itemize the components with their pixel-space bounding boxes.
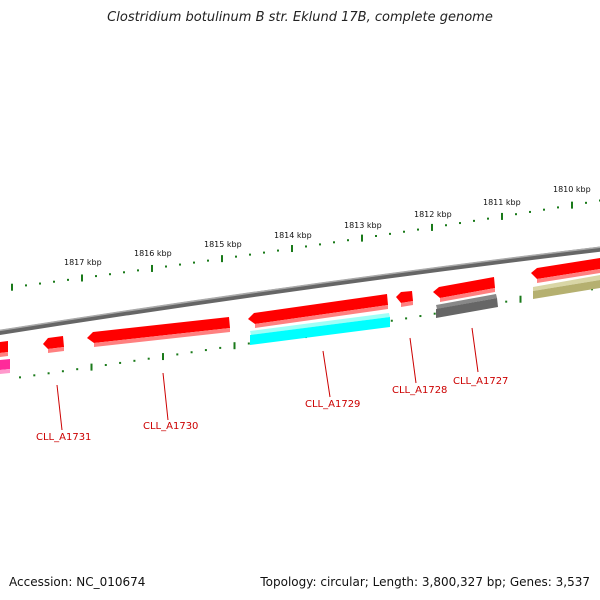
outer-ruler-tick	[123, 271, 125, 274]
outer-ruler-tick	[249, 253, 251, 256]
gene-label-leaders	[56, 327, 479, 431]
topology-text: Topology: circular; Length: 3,800,327 bp…	[260, 575, 590, 589]
gene-label-cll-a1731: CLL_A1731	[36, 432, 91, 443]
gene-cll-a1727[interactable]	[433, 277, 495, 302]
gene-cll-a1730[interactable]	[87, 317, 230, 347]
ruler-label-1811: 1811 kbp	[483, 198, 521, 207]
accession-text: Accession: NC_010674	[9, 575, 146, 589]
outer-ruler-tick	[459, 222, 461, 225]
gene-right-edge-olive[interactable]	[533, 275, 600, 299]
inner-ruler-tick	[61, 370, 64, 373]
gene-left-edge-red[interactable]	[0, 341, 8, 357]
outer-ruler-tick	[375, 234, 377, 237]
outer-ruler-tick	[333, 241, 335, 244]
gene-cll-a1729-cyan[interactable]	[250, 313, 390, 345]
outer-ruler-tick	[319, 243, 321, 246]
outer-ruler-tick	[235, 255, 237, 258]
outer-ruler-tick	[389, 232, 391, 235]
outer-ruler-tick	[543, 208, 545, 211]
inner-ruler-tick	[433, 312, 436, 315]
outer-ruler-tick	[67, 278, 69, 281]
gene-cll-a1727-gray[interactable]	[436, 294, 498, 318]
outer-ruler-tick	[263, 251, 265, 254]
outer-ruler-tick	[361, 234, 363, 242]
outer-ruler-tick	[53, 280, 55, 283]
outer-ruler-tick	[585, 201, 587, 204]
ruler-label-1814: 1814 kbp	[274, 231, 312, 240]
gene-cll-a1728[interactable]	[396, 291, 413, 307]
ruler-label-1812: 1812 kbp	[414, 210, 452, 219]
gene-label-cll-a1728: CLL_A1728	[392, 385, 447, 396]
outer-ruler-tick	[207, 259, 209, 262]
ruler-label-1810: 1810 kbp	[553, 185, 591, 194]
outer-ruler-tick	[81, 274, 83, 282]
outer-ruler-tick	[571, 201, 573, 209]
outer-ruler-tick	[417, 228, 419, 231]
inner-ruler-tick	[419, 315, 422, 318]
inner-ruler-tick	[162, 353, 164, 361]
inner-ruler-tick	[133, 359, 136, 362]
outer-ruler-tick	[347, 239, 349, 242]
inner-ruler-tick	[505, 300, 508, 303]
outer-ruler-tick	[95, 275, 97, 278]
outer-ruler-tick	[25, 284, 27, 287]
outer-ruler-tick	[473, 219, 475, 222]
ruler-label-1813: 1813 kbp	[344, 221, 382, 230]
inner-ruler-tick	[47, 372, 50, 375]
inner-ruler-tick	[119, 361, 122, 364]
outer-ruler-tick	[221, 255, 223, 263]
outer-ruler-tick	[291, 245, 293, 253]
outer-ruler-tick	[557, 206, 559, 209]
outer-ruler-tick	[431, 223, 433, 231]
outer-ruler-tick	[179, 263, 181, 266]
outer-ruler-tick	[39, 282, 41, 285]
inner-ruler-tick	[405, 317, 408, 320]
inner-ruler-tick	[90, 363, 93, 371]
outer-ruler-tick	[403, 230, 405, 233]
outer-ruler-tick	[529, 210, 531, 213]
gene-label-cll-a1729: CLL_A1729	[305, 399, 360, 410]
gene-cll-a1731[interactable]	[43, 336, 64, 353]
outer-ruler-tick	[305, 245, 307, 248]
outer-ruler-tick	[515, 213, 517, 216]
gene-label-cll-a1727: CLL_A1727	[453, 376, 508, 387]
outer-ruler-tick	[445, 224, 447, 227]
outer-ruler-tick	[151, 264, 153, 272]
inner-ruler-tick	[233, 342, 236, 350]
inner-ruler-tick	[247, 342, 250, 345]
outer-ruler-tick	[193, 261, 195, 264]
gene-label-cll-a1730: CLL_A1730	[143, 421, 198, 432]
inner-ruler-tick	[19, 376, 21, 379]
inner-ruler-tick	[390, 319, 393, 322]
outer-ruler-tick	[277, 249, 279, 252]
inner-ruler-tick	[176, 353, 179, 356]
ruler-label-1815: 1815 kbp	[204, 240, 242, 249]
gene-cll-a1729[interactable]	[248, 294, 388, 328]
genome-backbone	[0, 246, 600, 335]
outer-ruler-tick	[11, 283, 13, 291]
inner-ruler-tick	[76, 368, 79, 371]
inner-ruler-tick	[219, 346, 222, 349]
inner-ruler-tick	[104, 364, 107, 367]
outer-ruler-tick	[165, 265, 167, 268]
map-title: Clostridium botulinum B str. Eklund 17B,…	[107, 10, 493, 25]
ruler-label-1817: 1817 kbp	[64, 258, 102, 267]
ruler-label-1816: 1816 kbp	[134, 249, 172, 258]
outer-ruler-tick	[109, 273, 111, 276]
gene-right-edge-red[interactable]	[531, 258, 600, 283]
inner-ruler-tick	[33, 374, 36, 377]
outer-ruler-tick	[501, 212, 503, 220]
outer-ruler-tick	[487, 217, 489, 220]
inner-ruler-tick	[190, 351, 193, 354]
inner-ruler-tick	[204, 349, 207, 352]
inner-ruler-tick	[147, 357, 150, 360]
genome-backbone-highlight	[0, 246, 600, 332]
gene-left-edge-magenta[interactable]	[0, 359, 10, 374]
inner-ruler-tick	[519, 295, 522, 303]
outer-ruler-tick	[137, 269, 139, 272]
